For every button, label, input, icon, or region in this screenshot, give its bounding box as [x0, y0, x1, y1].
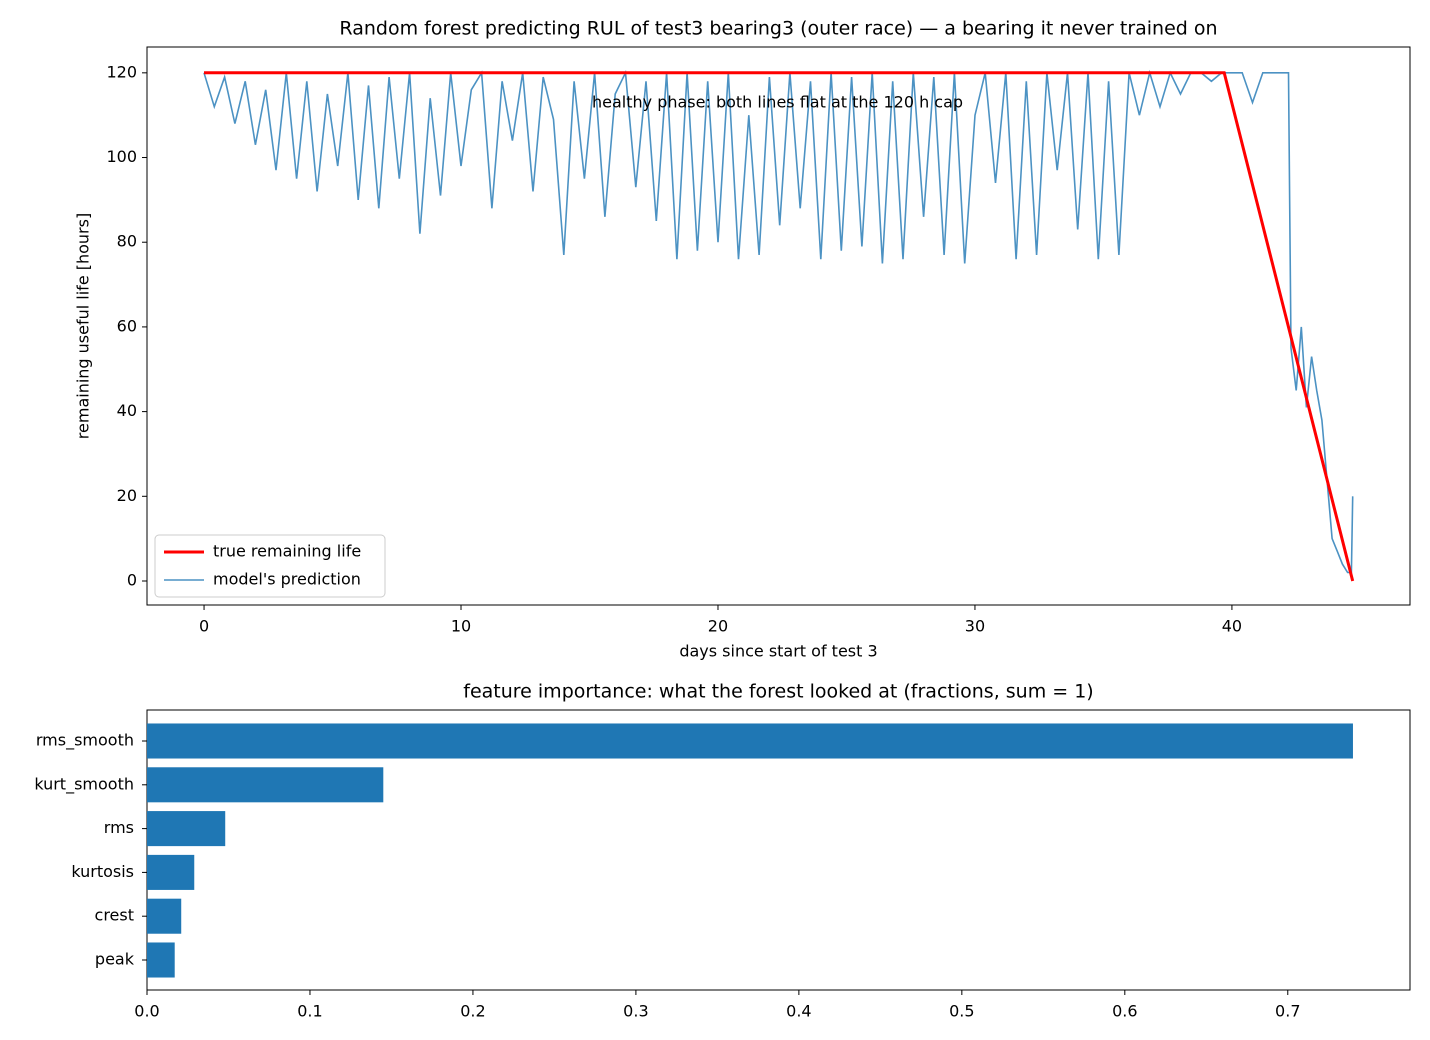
- x-tick-label: 0: [199, 617, 209, 636]
- x-tick-label: 0.4: [786, 1002, 811, 1021]
- y-tick-label: 80: [117, 232, 137, 251]
- chart-title: feature importance: what the forest look…: [463, 681, 1093, 703]
- x-tick-label: 0.1: [297, 1002, 322, 1021]
- bar: [147, 811, 226, 847]
- x-tick-label: 0.2: [460, 1002, 485, 1021]
- series-line: [203, 69, 1354, 574]
- x-tick-label: 20: [708, 617, 728, 636]
- y-tick-label: 20: [117, 486, 137, 505]
- y-tick-label: kurt_smooth: [34, 774, 134, 794]
- x-tick-label: 0.0: [134, 1002, 159, 1021]
- x-axis-label: days since start of test 3: [679, 642, 877, 661]
- x-tick-label: 0.3: [623, 1002, 648, 1021]
- bar: [147, 723, 1353, 759]
- axes-frame: [146, 709, 1411, 991]
- y-tick-label: kurtosis: [71, 862, 134, 881]
- x-tick-label: 40: [1222, 617, 1242, 636]
- x-tick-label: 0.7: [1275, 1002, 1300, 1021]
- legend-box: [154, 534, 386, 598]
- y-tick-label: 40: [117, 401, 137, 420]
- annotation: healthy phase: both lines flat at the 12…: [592, 93, 963, 112]
- x-tick-label: 0.5: [949, 1002, 974, 1021]
- bar: [147, 767, 384, 803]
- y-axis-label: remaining useful life [hours]: [74, 213, 93, 439]
- y-tick-label: rms: [104, 818, 134, 837]
- bar: [147, 854, 195, 890]
- x-tick-label: 10: [451, 617, 471, 636]
- bar: [147, 942, 175, 978]
- y-tick-label: rms_smooth: [36, 731, 134, 751]
- y-tick-label: 60: [117, 316, 137, 335]
- y-tick-label: 100: [106, 147, 137, 166]
- legend-label: true remaining life: [213, 542, 361, 561]
- axes-frame: [146, 46, 1411, 606]
- y-tick-label: peak: [95, 950, 135, 969]
- bar: [147, 898, 182, 934]
- y-tick-label: 0: [127, 570, 137, 589]
- y-tick-label: 120: [106, 62, 137, 81]
- legend-label: model's prediction: [213, 570, 361, 589]
- y-tick-label: crest: [95, 906, 134, 925]
- x-tick-label: 0.6: [1112, 1002, 1137, 1021]
- series-line: [204, 71, 1355, 582]
- x-tick-label: 30: [965, 617, 985, 636]
- chart-title: Random forest predicting RUL of test3 be…: [339, 18, 1217, 40]
